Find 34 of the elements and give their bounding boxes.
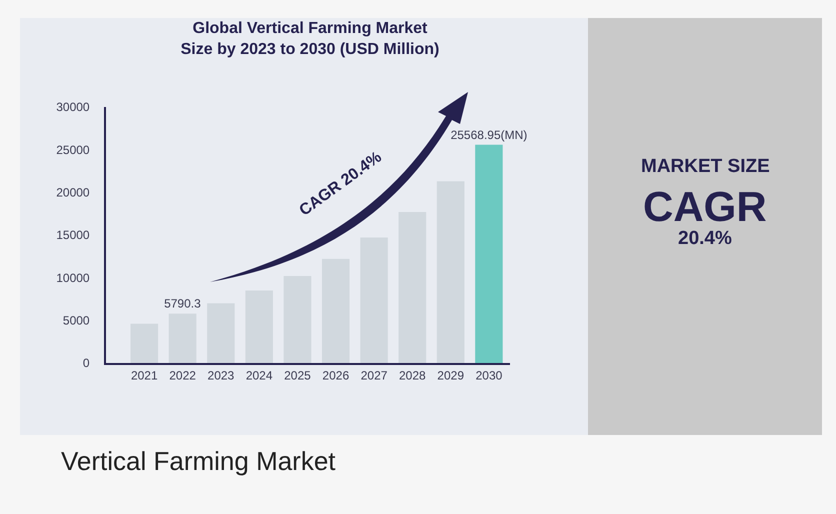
chart-title: Global Vertical Farming Market Size by 2023 to 2030 (USD Million) — [180, 20, 440, 58]
y-tick-label: 10000 — [56, 270, 90, 285]
bar — [245, 290, 273, 363]
y-tick-label: 15000 — [56, 228, 90, 242]
y-tick-label: 30000 — [56, 100, 90, 114]
bar — [360, 238, 388, 363]
bar — [475, 144, 503, 363]
text: Vertical Farming Market — [61, 446, 336, 476]
bar — [436, 181, 464, 363]
bar — [322, 258, 350, 363]
x-tick-label: 2027 — [360, 368, 388, 382]
x-tick-label: 2029 — [437, 368, 464, 382]
y-tick-label: 5000 — [62, 314, 90, 328]
y-tick-label: 0 — [82, 356, 90, 370]
y-tick-label: 20000 — [56, 186, 90, 200]
bar — [168, 314, 196, 363]
x-tick-label: 2030 — [476, 368, 503, 382]
y-tick-label: 25000 — [56, 142, 90, 157]
bar — [284, 276, 312, 363]
x-tick-label: 2021 — [130, 368, 158, 382]
x-tick-label: 2025 — [284, 368, 312, 382]
x-tick-label: 2028 — [399, 368, 426, 382]
data-label: 25568.95(MN) — [450, 128, 528, 142]
text: MARKET SIZE — [641, 156, 770, 177]
x-tick-label: 2024 — [246, 368, 273, 382]
x-tick-label: 2022 — [169, 368, 196, 382]
bar — [398, 212, 426, 363]
bar — [207, 303, 235, 363]
text: CAGR — [643, 183, 767, 230]
x-tick-label: 2023 — [208, 368, 235, 382]
bar — [130, 324, 158, 363]
x-tick-label: 2026 — [322, 368, 350, 382]
data-label: 5790.3 — [164, 296, 202, 311]
text: 20.4% — [678, 228, 732, 249]
